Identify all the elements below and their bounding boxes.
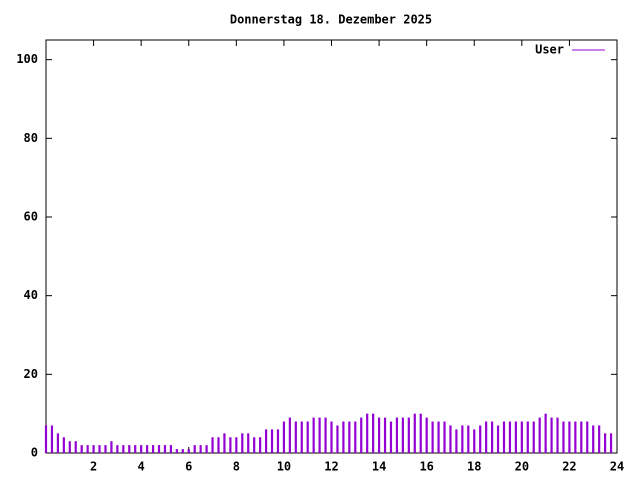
x-tick-label: 6: [185, 460, 192, 474]
y-tick-label: 60: [24, 210, 38, 224]
y-tick-label: 40: [24, 288, 38, 302]
x-tick-label: 16: [419, 460, 433, 474]
x-tick-label: 12: [324, 460, 338, 474]
x-tick-label: 2: [90, 460, 97, 474]
x-tick-label: 22: [562, 460, 576, 474]
x-tick-label: 20: [515, 460, 529, 474]
x-tick-label: 10: [277, 460, 291, 474]
x-tick-label: 14: [372, 460, 386, 474]
x-tick-label: 18: [467, 460, 481, 474]
plot-frame: [45, 39, 618, 454]
x-tick-label: 24: [610, 460, 624, 474]
y-tick-label: 20: [24, 367, 38, 381]
y-tick-label: 100: [16, 52, 38, 66]
legend-label: User: [535, 43, 564, 57]
y-tick-label: 80: [24, 131, 38, 145]
y-tick-label: 0: [31, 446, 38, 460]
x-tick-label: 4: [138, 460, 145, 474]
chart-title: Donnerstag 18. Dezember 2025: [230, 13, 432, 27]
x-tick-label: 8: [233, 460, 240, 474]
